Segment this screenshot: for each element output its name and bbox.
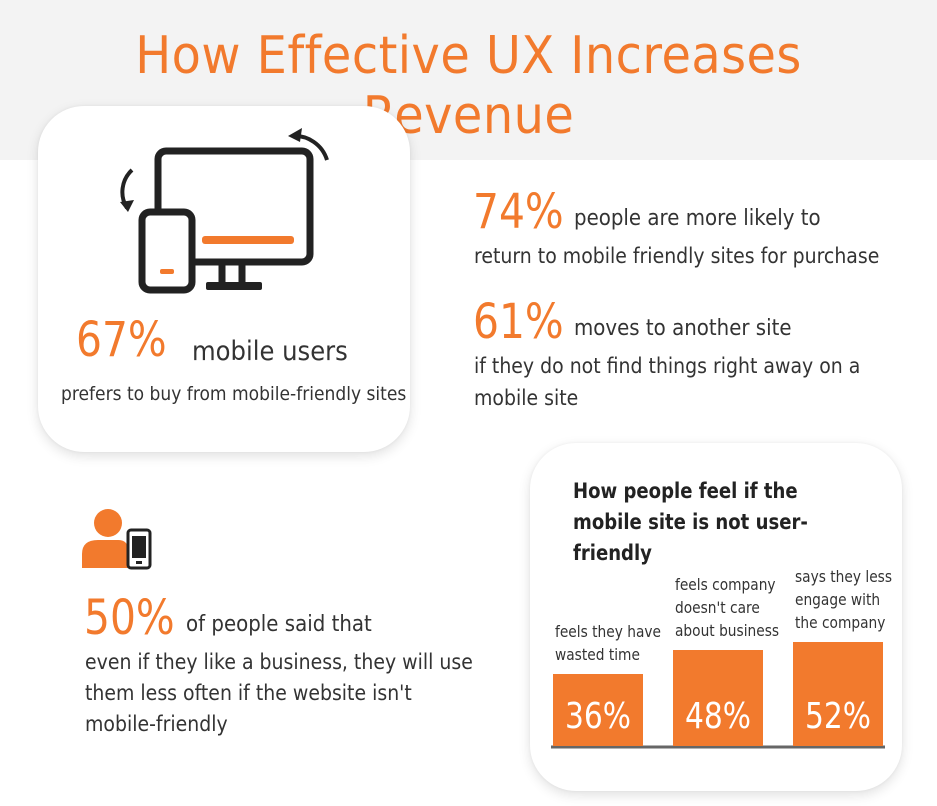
bar-category-label-2-line-2: doesn't care xyxy=(675,598,760,617)
bar-1 xyxy=(553,674,643,746)
bar-category-label-2: feels company doesn't care about business xyxy=(675,573,779,642)
chart-title: How people feel if the mobile site is no… xyxy=(573,476,848,569)
chart-title-line2: mobile site is not user-friendly xyxy=(573,510,808,565)
bar-category-label-1-line-2: wasted time xyxy=(555,645,640,664)
bar-category-label-2-line-3: about business xyxy=(675,621,780,640)
bar-value-label-3: 52% xyxy=(805,696,871,737)
stat-61-lead: moves to another site xyxy=(574,316,792,341)
stat-50-text-line3: mobile-friendly xyxy=(85,712,228,736)
stat-74-percent: 74% xyxy=(473,184,564,240)
bar-category-label-3-line-1: says they less xyxy=(795,567,893,586)
chart-title-line1: How people feel if the xyxy=(573,479,798,503)
bar-category-label-3-line-2: engage with xyxy=(795,590,881,609)
mobile-users-percent: 67% xyxy=(76,312,167,368)
devices-rotate-icon xyxy=(120,128,329,294)
bar-value-label-2: 48% xyxy=(685,696,751,737)
user-phone-icon xyxy=(82,509,152,570)
mobile-users-text: prefers to buy from mobile-friendly site… xyxy=(61,383,407,405)
stat-61-text-line1: if they do not find things right away on… xyxy=(474,354,861,378)
stat-50-text-line1: even if they like a business, they will … xyxy=(85,650,473,674)
stat-74-lead: people are more likely to xyxy=(574,206,821,231)
bar-category-label-1-line-1: feels they have xyxy=(555,622,662,641)
stat-74-text: return to mobile friendly sites for purc… xyxy=(474,244,880,268)
stat-50-lead: of people said that xyxy=(186,612,372,637)
stat-61-percent: 61% xyxy=(473,294,564,350)
bar-category-label-3: says they less engage with the company xyxy=(795,565,892,634)
stat-61-text-line2: mobile site xyxy=(474,386,579,410)
bar-category-label-3-line-3: the company xyxy=(795,613,886,632)
stat-50-percent: 50% xyxy=(84,590,175,646)
stat-50-text-line2: them less often if the website isn't xyxy=(85,681,412,705)
bar-value-label-1: 36% xyxy=(565,696,631,737)
page-title: How Effective UX Increases Revenue xyxy=(135,26,802,146)
bar-2 xyxy=(673,650,763,746)
bar-category-label-2-line-1: feels company xyxy=(675,575,776,594)
bar-category-label-1: feels they have wasted time xyxy=(555,620,661,666)
mobile-users-lead: mobile users xyxy=(192,336,348,367)
bar-3 xyxy=(793,642,883,746)
